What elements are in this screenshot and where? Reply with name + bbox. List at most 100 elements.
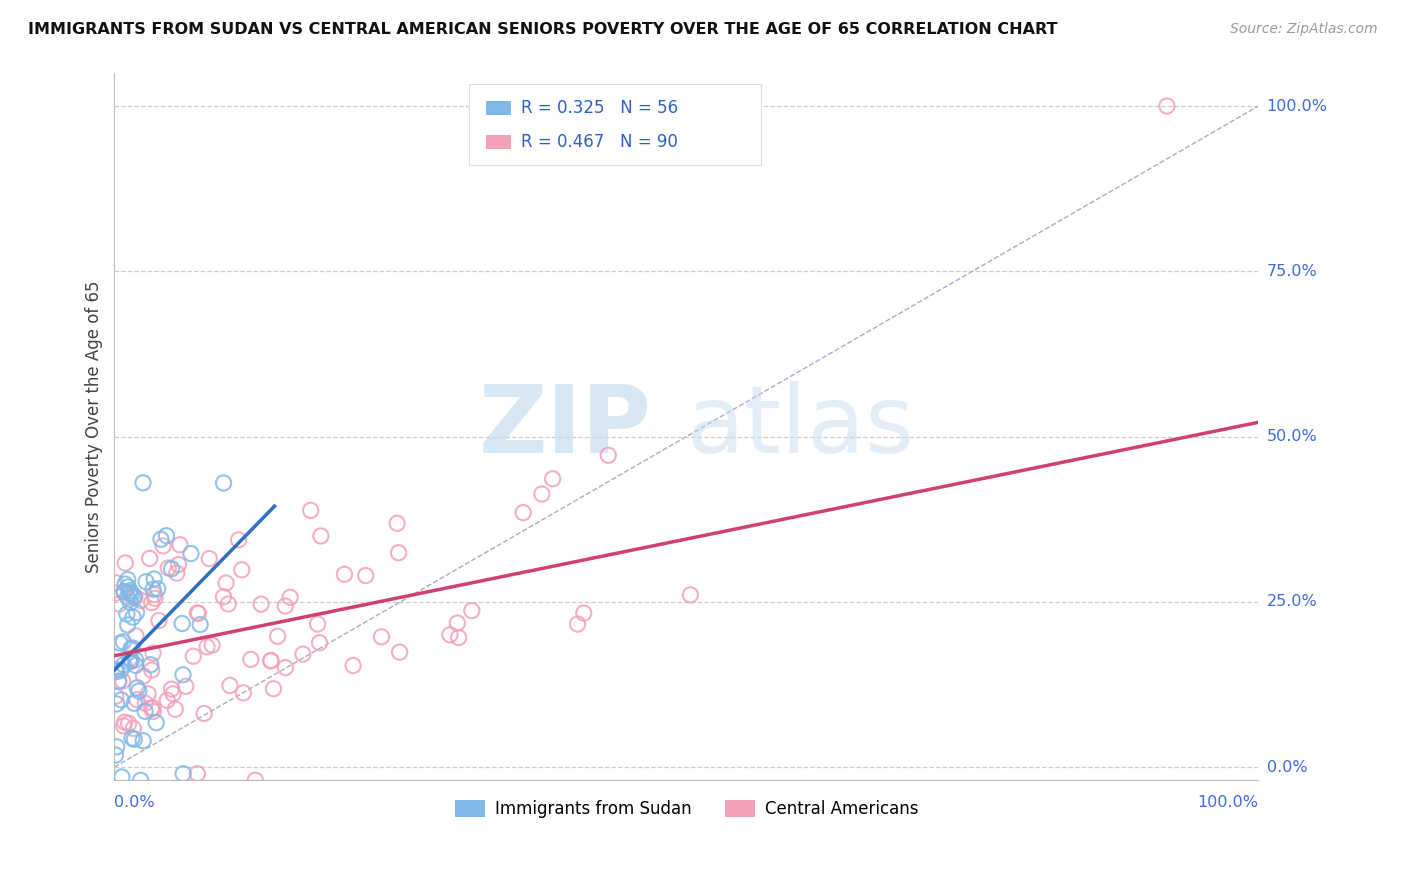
Point xyxy=(195,640,218,654)
Point xyxy=(172,668,194,682)
Point xyxy=(118,651,141,665)
Point xyxy=(172,766,194,780)
Point xyxy=(121,731,143,745)
Point xyxy=(104,663,127,677)
Text: R = 0.325   N = 56: R = 0.325 N = 56 xyxy=(520,99,678,118)
Point xyxy=(132,733,155,747)
Point xyxy=(136,687,159,701)
Point xyxy=(447,631,470,645)
Point xyxy=(156,693,179,707)
Point xyxy=(132,669,155,683)
Point xyxy=(342,658,364,673)
Point xyxy=(108,597,131,611)
Point xyxy=(129,773,152,788)
Point xyxy=(112,584,135,599)
Point xyxy=(187,607,209,621)
Point xyxy=(138,551,160,566)
Point xyxy=(139,657,162,672)
Point xyxy=(146,582,169,596)
Point xyxy=(260,653,283,667)
Point xyxy=(122,589,145,603)
Text: 0.0%: 0.0% xyxy=(1267,760,1308,774)
Point xyxy=(172,616,194,631)
Text: 50.0%: 50.0% xyxy=(1267,429,1317,444)
Point xyxy=(333,567,356,582)
Text: atlas: atlas xyxy=(686,381,915,473)
Point xyxy=(122,610,145,624)
Point xyxy=(142,582,165,597)
Point xyxy=(111,770,134,784)
Point xyxy=(143,572,166,586)
Point xyxy=(105,739,128,754)
Point xyxy=(114,577,136,591)
Point xyxy=(250,597,273,611)
Point xyxy=(112,719,135,733)
Point xyxy=(274,661,297,675)
Point xyxy=(166,566,188,581)
Point xyxy=(212,590,235,604)
Point xyxy=(186,766,208,780)
Point xyxy=(215,576,238,591)
Point xyxy=(145,715,167,730)
Point xyxy=(121,653,143,667)
Point xyxy=(142,705,165,719)
Text: 75.0%: 75.0% xyxy=(1267,264,1317,279)
Point xyxy=(118,655,141,669)
Point xyxy=(370,630,392,644)
Point xyxy=(461,604,484,618)
Point xyxy=(530,487,553,501)
Point xyxy=(186,606,208,620)
Point xyxy=(180,547,202,561)
Point xyxy=(114,715,136,730)
Point xyxy=(567,617,589,632)
Point xyxy=(104,689,127,703)
Point xyxy=(110,663,132,677)
Point xyxy=(120,595,142,609)
Point xyxy=(385,516,408,531)
Point xyxy=(124,590,146,604)
Point xyxy=(167,558,190,572)
Point xyxy=(148,614,170,628)
Point xyxy=(128,684,150,698)
Point xyxy=(132,475,155,490)
Text: 25.0%: 25.0% xyxy=(1267,594,1317,609)
Point xyxy=(124,591,146,605)
Point xyxy=(439,628,461,642)
Point xyxy=(388,645,411,659)
Point xyxy=(112,635,135,649)
Point xyxy=(262,681,284,696)
Point xyxy=(118,585,141,599)
Text: R = 0.467   N = 90: R = 0.467 N = 90 xyxy=(520,133,678,151)
Point xyxy=(111,673,134,688)
Point xyxy=(142,701,165,715)
Point xyxy=(572,606,595,620)
Point xyxy=(193,706,215,721)
Point xyxy=(134,696,156,710)
Point xyxy=(231,563,253,577)
Point xyxy=(512,506,534,520)
Text: ZIP: ZIP xyxy=(479,381,652,473)
Point xyxy=(108,674,131,689)
Point xyxy=(446,615,468,630)
Point xyxy=(201,638,224,652)
Text: 100.0%: 100.0% xyxy=(1198,795,1258,810)
Point xyxy=(108,636,131,650)
Point xyxy=(198,551,221,566)
Point xyxy=(118,716,141,731)
Y-axis label: Seniors Poverty Over the Age of 65: Seniors Poverty Over the Age of 65 xyxy=(86,280,103,573)
Point xyxy=(135,574,157,589)
Point xyxy=(160,682,183,697)
Point xyxy=(188,617,211,632)
Point xyxy=(104,575,127,590)
Point xyxy=(387,546,409,560)
Point xyxy=(134,704,156,718)
Legend: Immigrants from Sudan, Central Americans: Immigrants from Sudan, Central Americans xyxy=(449,794,925,825)
Point xyxy=(117,590,139,604)
Point xyxy=(239,652,262,666)
Point xyxy=(149,533,172,547)
Point xyxy=(174,679,197,693)
Point xyxy=(143,587,166,601)
Point xyxy=(112,657,135,672)
Point xyxy=(291,647,314,661)
Point xyxy=(212,475,235,490)
